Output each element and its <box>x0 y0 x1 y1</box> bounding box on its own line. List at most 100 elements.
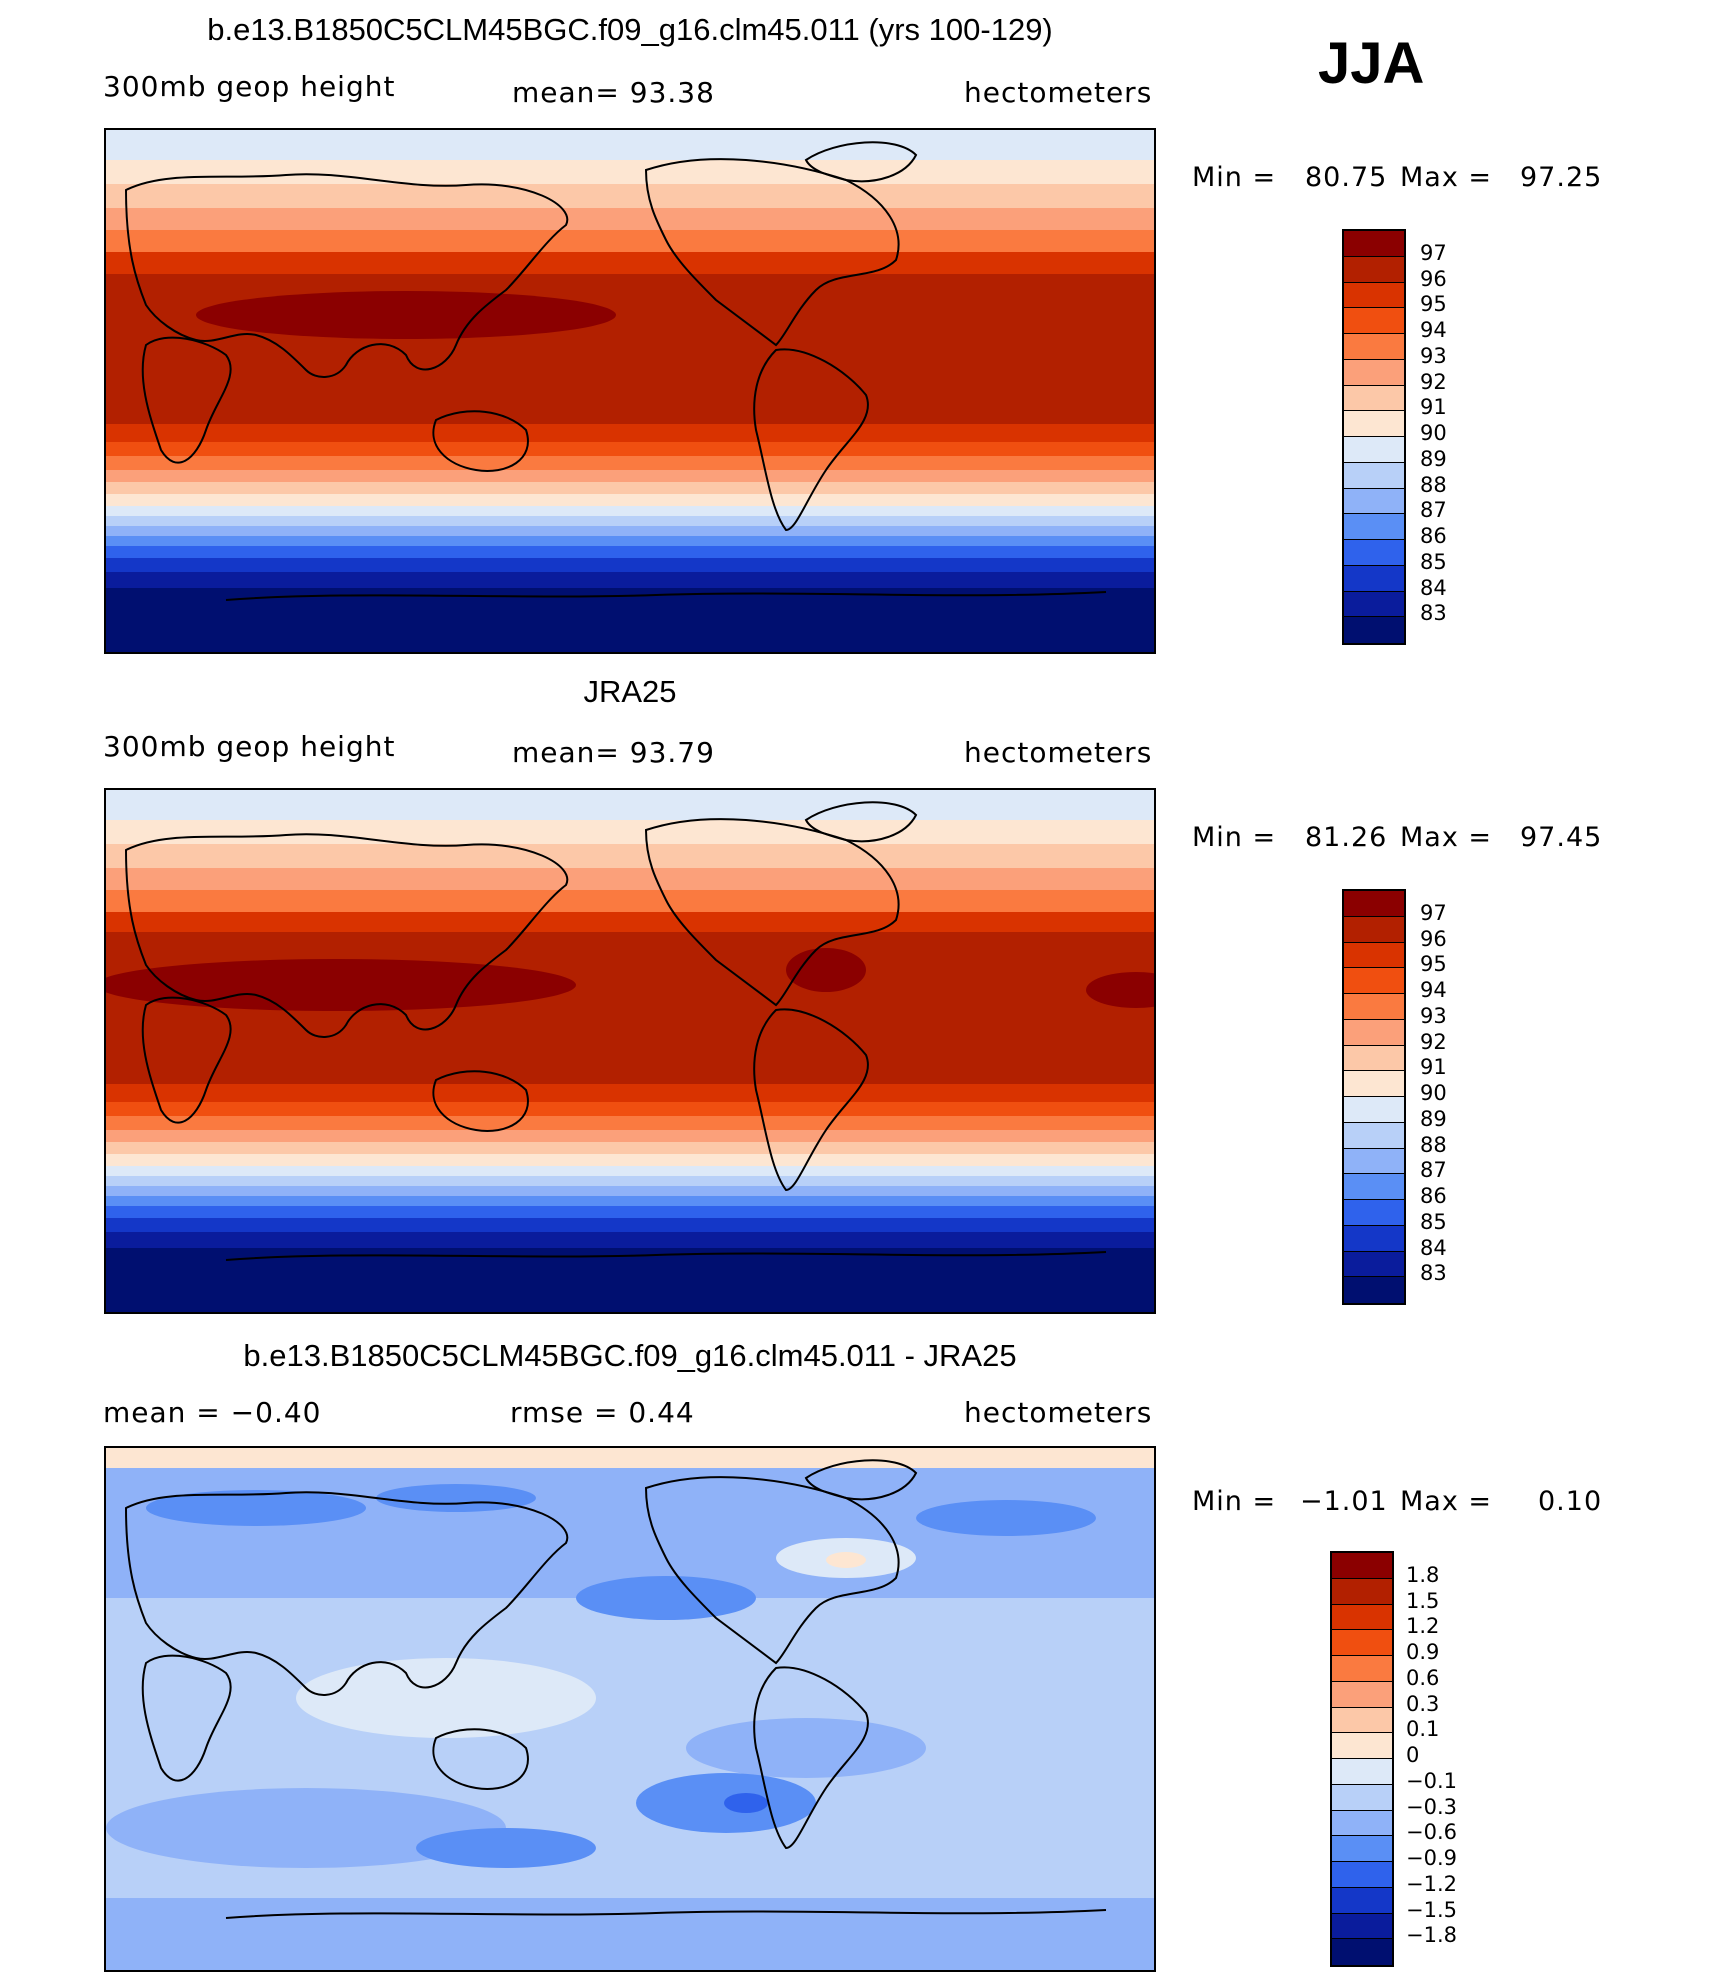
colorbar-swatch <box>1344 1225 1404 1252</box>
panel2-mean-label: mean= 93.79 <box>512 736 715 769</box>
colorbar-swatch <box>1344 411 1404 437</box>
colorbar-level-label: 88 <box>1420 472 1447 497</box>
colorbar-swatch <box>1344 231 1404 257</box>
colorbar-swatch <box>1332 1707 1392 1734</box>
coastline-outline <box>124 1459 1107 1919</box>
colorbar-swatch <box>1332 1681 1392 1708</box>
colorbar-level-label: 83 <box>1420 1261 1447 1286</box>
colorbar-swatch <box>1344 1045 1404 1072</box>
colorbar-swatch <box>1344 1097 1404 1123</box>
colorbar-swatch <box>1344 1148 1404 1175</box>
colorbar-swatch <box>1344 1071 1404 1097</box>
colorbar-level-label: 93 <box>1420 1003 1447 1028</box>
colorbar-level-label: 0 <box>1406 1743 1420 1767</box>
colorbar-level-label: 91 <box>1420 395 1447 420</box>
colorbar-level-label: 94 <box>1420 978 1447 1002</box>
colorbar-swatch <box>1332 1630 1392 1656</box>
colorbar-swatch <box>1344 1019 1404 1046</box>
diff-colorbar <box>1330 1551 1394 1967</box>
colorbar-level-label: 0.6 <box>1406 1665 1440 1690</box>
panel1-min-value: 80.75 <box>1305 162 1388 193</box>
colorbar-level-label: 92 <box>1420 369 1447 394</box>
colorbar-swatch <box>1332 1862 1392 1888</box>
colorbar-level-label: 0.9 <box>1406 1640 1440 1664</box>
colorbar-level-label: 0.1 <box>1406 1717 1440 1742</box>
colorbar-swatch <box>1344 514 1404 540</box>
colorbar-level-label: 85 <box>1420 1209 1447 1234</box>
panel2-colorbar-labels: 97 96 95 94 93 92 91 90 89 88 87 86 85 84 83 <box>1420 889 1480 1305</box>
difference-map <box>104 1446 1156 1972</box>
colorbar-level-label: 89 <box>1420 446 1447 471</box>
model-map-fill <box>106 130 1154 652</box>
colorbar-swatch <box>1344 385 1404 412</box>
diff-colorbar-labels: 1.8 1.5 1.2 0.9 0.6 0.3 0.1 0 −0.1 −0.3 −0.6 −0.9 −1… <box>1406 1551 1486 1967</box>
colorbar-level-label: −0.6 <box>1406 1820 1457 1845</box>
colorbar-swatch <box>1332 1578 1392 1605</box>
colorbar-level-label: 86 <box>1420 1184 1447 1208</box>
colorbar-level-label: 86 <box>1420 524 1447 548</box>
colorbar-swatch <box>1344 488 1404 515</box>
colorbar-swatch <box>1344 617 1404 643</box>
panel3-max-label: Max = <box>1400 1486 1493 1517</box>
coastline-outline <box>124 141 1107 601</box>
colorbar-swatch <box>1344 591 1404 618</box>
colorbar-swatch <box>1344 462 1404 489</box>
colorbar-level-label: 93 <box>1420 343 1447 368</box>
panel2-title: JRA25 <box>583 674 677 709</box>
panel2-max-value: 97.45 <box>1520 822 1603 853</box>
colorbar-swatch <box>1344 1251 1404 1278</box>
colorbar-level-label: 92 <box>1420 1029 1447 1054</box>
panel2-max-label: Max = <box>1400 822 1493 853</box>
colorbar-swatch <box>1344 916 1404 943</box>
panel1-field-label: 300mb geop height <box>103 70 396 103</box>
panel3-title: b.e13.B1850C5CLM45BGC.f09_g16.clm45.011 … <box>243 1338 1017 1373</box>
colorbar-level-label: −0.3 <box>1406 1794 1457 1819</box>
colorbar-level-label: 95 <box>1420 952 1447 977</box>
season-label: JJA <box>1318 31 1425 96</box>
colorbar-swatch <box>1332 1913 1392 1940</box>
jra25-map <box>104 788 1156 1314</box>
colorbar-level-label: 97 <box>1420 240 1447 265</box>
panel1-title: b.e13.B1850C5CLM45BGC.f09_g16.clm45.011 … <box>207 12 1053 47</box>
colorbar-level-label: −1.2 <box>1406 1871 1457 1896</box>
colorbar-swatch <box>1344 565 1404 592</box>
colorbar-level-label: −0.1 <box>1406 1768 1457 1793</box>
colorbar-level-label: 84 <box>1420 1235 1447 1260</box>
colorbar-level-label: 83 <box>1420 601 1447 626</box>
colorbar-swatch <box>1332 1887 1392 1914</box>
colorbar-level-label: 1.5 <box>1406 1588 1440 1613</box>
colorbar-swatch <box>1332 1656 1392 1682</box>
panel2-min-label: Min = <box>1192 822 1277 853</box>
colorbar-swatch <box>1344 1277 1404 1303</box>
colorbar-swatch <box>1344 334 1404 360</box>
panel2-units-label: hectometers <box>964 736 1153 769</box>
colorbar-swatch <box>1344 437 1404 463</box>
panel1-max-value: 97.25 <box>1520 162 1603 193</box>
panel2-colorbar <box>1342 889 1406 1305</box>
colorbar-level-label: 97 <box>1420 900 1447 925</box>
colorbar-level-label: 0.3 <box>1406 1691 1440 1716</box>
difference-map-fill <box>106 1448 1154 1970</box>
colorbar-level-label: −0.9 <box>1406 1846 1457 1870</box>
colorbar-swatch <box>1344 308 1404 334</box>
colorbar-swatch <box>1332 1939 1392 1965</box>
colorbar-level-label: 94 <box>1420 318 1447 342</box>
panel1-colorbar-labels: 97 96 95 94 93 92 91 90 89 88 87 86 85 84 83 <box>1420 229 1480 645</box>
colorbar-level-label: −1.8 <box>1406 1923 1457 1948</box>
colorbar-level-label: 84 <box>1420 575 1447 600</box>
colorbar-level-label: 88 <box>1420 1132 1447 1157</box>
panel3-mean-label: mean = −0.40 <box>103 1396 322 1429</box>
colorbar-swatch <box>1344 968 1404 994</box>
colorbar-level-label: 89 <box>1420 1106 1447 1131</box>
panel3-units-label: hectometers <box>964 1396 1153 1429</box>
panel3-min-value: −1.01 <box>1300 1486 1388 1517</box>
colorbar-level-label: 91 <box>1420 1055 1447 1080</box>
colorbar-swatch <box>1344 994 1404 1020</box>
colorbar-level-label: 1.2 <box>1406 1614 1440 1639</box>
panel3-min-label: Min = <box>1192 1486 1277 1517</box>
colorbar-level-label: 96 <box>1420 926 1447 951</box>
colorbar-level-label: 96 <box>1420 266 1447 291</box>
colorbar-swatch <box>1344 256 1404 283</box>
panel1-max-label: Max = <box>1400 162 1493 193</box>
jra25-map-fill <box>106 790 1154 1312</box>
